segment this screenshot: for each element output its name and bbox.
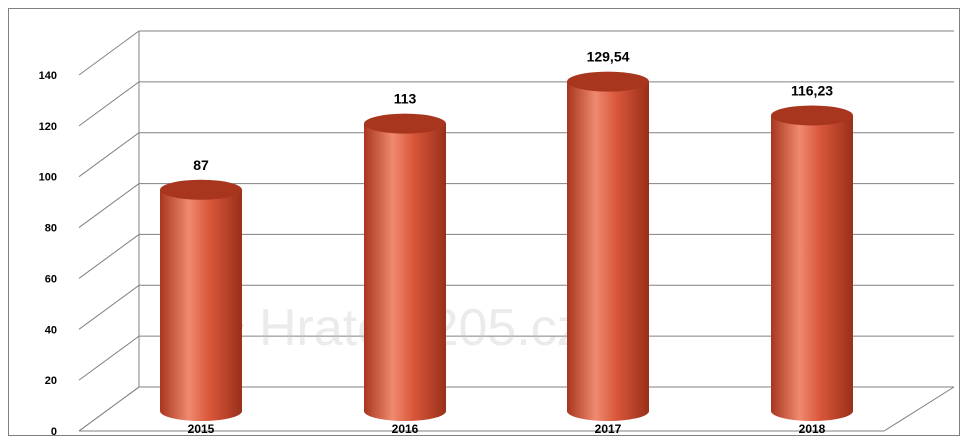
category-label: 2015 [188, 422, 215, 436]
data-label: 129,54 [587, 49, 630, 65]
bars: 87 2015 113 2016 129,54 2017 116,23 2018 [160, 49, 853, 436]
gridline-diagonal [78, 30, 140, 76]
bar-body [567, 81, 649, 421]
bar-2018: 116,23 2018 [771, 82, 853, 436]
bar-body [771, 115, 853, 421]
y-tick-label: 20 [45, 375, 57, 387]
data-label: 87 [193, 157, 209, 173]
y-tick-label: 40 [45, 324, 57, 336]
category-label: 2016 [392, 422, 419, 436]
bar-top [160, 179, 242, 200]
gridline-diagonal [78, 234, 140, 279]
data-label: 116,23 [791, 82, 833, 98]
bar-body [364, 123, 446, 422]
chart-frame: 0 20 40 60 80 100 120 140 Hrateo 205.cz 87 2015 1… [8, 8, 960, 437]
gridline-diagonal [78, 183, 140, 228]
gridline-diagonal [78, 81, 140, 127]
gridline-diagonal [78, 335, 140, 381]
bar-body [160, 189, 242, 421]
gridline-diagonal [78, 132, 140, 178]
y-tick-label: 80 [45, 223, 57, 235]
category-label: 2018 [799, 422, 826, 436]
gridline-diagonal [78, 284, 140, 330]
y-tick-label: 60 [45, 273, 57, 285]
bar-top [567, 71, 649, 92]
floor-right-edge [883, 386, 955, 432]
data-label: 113 [394, 91, 417, 107]
y-tick-label: 140 [39, 70, 57, 82]
y-tick-label: 0 [51, 426, 57, 437]
bar-top [771, 105, 853, 126]
bar-2017: 129,54 2017 [567, 49, 649, 436]
bar-top [364, 113, 446, 134]
gridline-diagonal [78, 386, 140, 432]
y-tick-label: 120 [39, 121, 57, 133]
y-tick-label: 100 [39, 172, 57, 184]
bar-2015: 87 2015 [160, 157, 242, 436]
category-label: 2017 [595, 422, 622, 436]
y-axis-ticks: 0 20 40 60 80 100 120 140 [39, 70, 57, 437]
bar-2016: 113 2016 [364, 91, 446, 436]
